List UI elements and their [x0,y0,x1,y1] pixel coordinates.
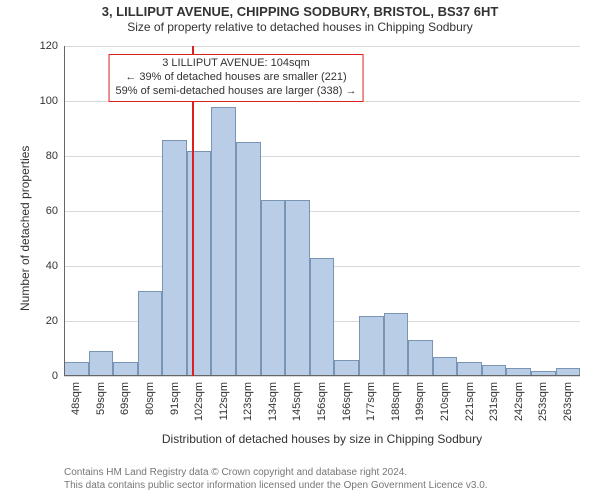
x-tick-label: 69sqm [119,382,131,415]
bar [408,340,433,376]
y-tick-label: 20 [46,315,58,327]
annotation-line: 3 LILLIPUT AVENUE: 104sqm [116,57,357,71]
bar [187,151,212,377]
y-tick-label: 100 [40,95,58,107]
x-tick-label: 91sqm [169,382,181,415]
footnote-line-1: Contains HM Land Registry data © Crown c… [64,466,488,479]
bar [285,200,310,376]
x-tick-label: 134sqm [267,382,279,421]
bar-slot: 263sqm [556,46,581,376]
x-tick-label: 210sqm [439,382,451,421]
bar [261,200,286,376]
bar [556,368,581,376]
bar [359,316,384,377]
bar [310,258,335,376]
x-tick-label: 48sqm [70,382,82,415]
bar [236,142,261,376]
x-tick-label: 145sqm [291,382,303,421]
x-tick-label: 177sqm [365,382,377,421]
x-tick-label: 123sqm [242,382,254,421]
y-tick-label: 40 [46,260,58,272]
x-tick-label: 199sqm [414,382,426,421]
x-tick-label: 112sqm [218,382,230,420]
x-axis-label: Distribution of detached houses by size … [64,432,580,446]
bar [384,313,409,376]
bar [506,368,531,376]
x-tick-label: 166sqm [341,382,353,421]
bar-slot: 253sqm [531,46,556,376]
y-tick-label: 80 [46,150,58,162]
x-tick-label: 242sqm [513,382,525,421]
x-tick-label: 102sqm [193,382,205,421]
annotation-line: 59% of semi-detached houses are larger (… [116,85,357,99]
y-tick-label: 0 [52,370,58,382]
footnote-line-2: This data contains public sector informa… [64,479,488,492]
plot-area: 02040608010012048sqm59sqm69sqm80sqm91sqm… [64,46,580,376]
bar [113,362,138,376]
bar [457,362,482,376]
bar [89,351,114,376]
grid-line [64,376,580,377]
bar-slot: 48sqm [64,46,89,376]
bar [433,357,458,376]
bar-slot: 242sqm [506,46,531,376]
chart-title: 3, LILLIPUT AVENUE, CHIPPING SODBURY, BR… [0,0,600,20]
footnote: Contains HM Land Registry data © Crown c… [64,466,488,492]
chart-subtitle: Size of property relative to detached ho… [0,20,600,35]
x-tick-label: 80sqm [144,382,156,415]
y-axis-label: Number of detached properties [18,146,32,311]
annotation-line: ← 39% of detached houses are smaller (22… [116,71,357,85]
bar [138,291,163,376]
bar [531,371,556,377]
bar [162,140,187,377]
bar-slot: 199sqm [408,46,433,376]
bar [211,107,236,377]
annotation-box: 3 LILLIPUT AVENUE: 104sqm← 39% of detach… [109,54,364,102]
x-tick-label: 253sqm [537,382,549,421]
bar-slot: 210sqm [433,46,458,376]
y-tick-label: 60 [46,205,58,217]
x-tick-label: 231sqm [488,382,500,421]
x-tick-label: 263sqm [562,382,574,421]
bar [482,365,507,376]
bar-slot: 231sqm [482,46,507,376]
x-tick-label: 188sqm [390,382,402,421]
bar [64,362,89,376]
bar-slot: 221sqm [457,46,482,376]
bar-slot: 188sqm [384,46,409,376]
x-tick-label: 59sqm [95,382,107,415]
x-tick-label: 156sqm [316,382,328,421]
bar [334,360,359,377]
y-tick-label: 120 [40,40,58,52]
x-tick-label: 221sqm [464,382,476,421]
